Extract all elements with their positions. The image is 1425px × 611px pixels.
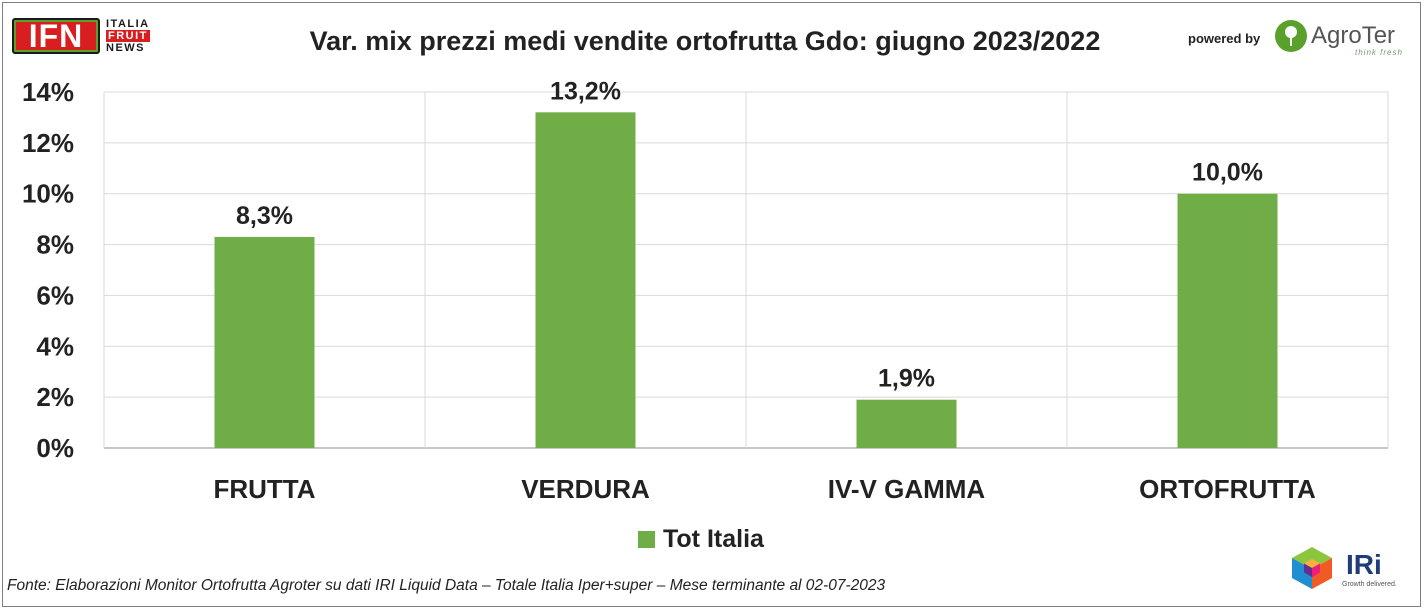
bars xyxy=(214,112,1278,448)
y-tick-label: 10% xyxy=(22,179,74,209)
y-tick-label: 14% xyxy=(22,77,74,107)
gridlines xyxy=(103,91,1389,449)
y-tick-label: 4% xyxy=(36,331,74,361)
agroter-logo: AgroTer think fresh xyxy=(1275,18,1405,58)
ifn-word-news: NEWS xyxy=(106,42,145,54)
ifn-logo-words: ITALIA FRUIT NEWS xyxy=(106,18,166,54)
y-tick-label: 0% xyxy=(36,433,74,463)
x-tick-label: VERDURA xyxy=(521,474,650,504)
y-tick-label: 12% xyxy=(22,128,74,158)
y-tick-label: 6% xyxy=(36,280,74,310)
data-labels: 8,3% 13,2% 1,9% 10,0% xyxy=(236,77,1263,392)
x-tick-label: FRUTTA xyxy=(213,474,315,504)
chart-title: Var. mix prezzi medi vendite ortofrutta … xyxy=(309,26,1101,56)
data-label: 1,9% xyxy=(878,365,935,393)
agroter-name: AgroTer xyxy=(1311,22,1396,49)
iri-tagline: Growth delivered. xyxy=(1342,581,1397,588)
ifn-word-italia: ITALIA xyxy=(106,18,150,30)
agroter-tagline: think fresh xyxy=(1355,48,1403,57)
legend: Tot Italia xyxy=(638,524,764,554)
bar xyxy=(214,236,315,448)
iri-cube-icon xyxy=(1292,547,1332,589)
y-tick-label: 8% xyxy=(36,230,74,260)
bar xyxy=(1177,193,1278,448)
source-note: Fonte: Elaborazioni Monitor Ortofrutta A… xyxy=(7,577,886,594)
x-tick-label: ORTOFRUTTA xyxy=(1139,474,1316,504)
data-label: 8,3% xyxy=(236,202,293,230)
ifn-logo: IFN ITALIA FRUIT NEWS xyxy=(12,18,162,58)
y-axis-ticks: 0% 2% 4% 6% 8% 10% 12% 14% xyxy=(22,77,74,463)
ifn-logo-box xyxy=(12,18,100,54)
ifn-word-fruit: FRUIT xyxy=(106,30,150,42)
y-tick-label: 2% xyxy=(36,382,74,412)
powered-by-label: powered by xyxy=(1188,31,1261,46)
bar xyxy=(535,112,636,448)
x-tick-label: IV-V GAMMA xyxy=(828,474,986,504)
legend-swatch xyxy=(638,530,655,548)
iri-name: IRi xyxy=(1346,549,1382,580)
data-label: 13,2% xyxy=(550,77,621,105)
bar xyxy=(856,399,957,448)
x-axis-ticks: FRUTTA VERDURA IV-V GAMMA ORTOFRUTTA xyxy=(213,474,1316,504)
data-label: 10,0% xyxy=(1192,159,1263,187)
iri-logo: IRi Growth delivered. xyxy=(1290,545,1412,595)
legend-label: Tot Italia xyxy=(663,524,764,553)
ifn-logo-letters: IFN xyxy=(28,18,84,54)
tree-icon xyxy=(1285,26,1297,46)
